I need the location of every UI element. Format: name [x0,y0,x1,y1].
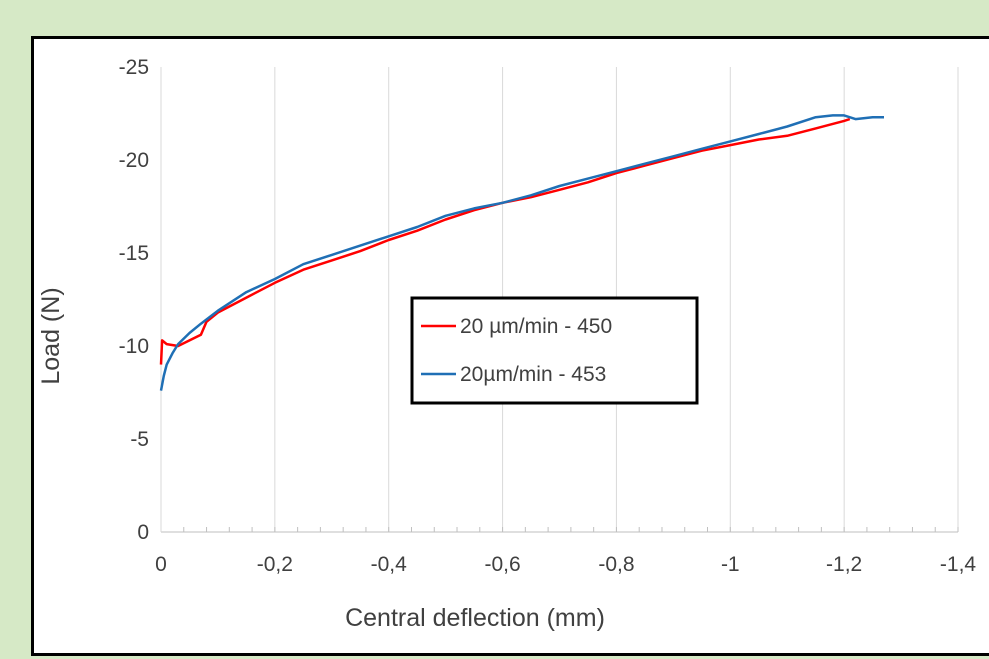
line-chart: 0 -0,2 -0,4 -0,6 -0,8 -1 -1,2 -1,4 0 -5 -10 -15 -20 -… [37,56,977,632]
y-tick-label: -20 [119,149,149,172]
y-axis-title: Load (N) [37,287,65,384]
legend-box [410,296,699,405]
x-axis-title: Central deflection (mm) [345,604,605,632]
series-layer [159,114,884,391]
x-tick-label: -0,8 [598,553,634,576]
x-tick-label: -0,6 [484,553,520,576]
y-tick-label: -25 [119,56,149,79]
legend: 20 µm/min - 450 20µm/min - 453 [410,296,699,405]
legend-label-453: 20µm/min - 453 [460,363,606,386]
x-tick-label: -0,2 [257,553,293,576]
chart-frame: 0 -0,2 -0,4 -0,6 -0,8 -1 -1,2 -1,4 0 -5 -10 -15 -20 -… [31,36,989,656]
legend-label-450: 20 µm/min - 450 [460,315,612,338]
series-line-1 [159,114,884,391]
y-tick-label: -15 [119,242,149,265]
axis-layer: 0 -0,2 -0,4 -0,6 -0,8 -1 -1,2 -1,4 0 -5 -10 -15 -20 -… [119,56,977,576]
x-tick-label: -1,2 [826,553,862,576]
y-tick-label: -10 [119,335,149,358]
x-tick-label: 0 [155,553,167,576]
x-tick-label: -1 [721,553,740,576]
y-tick-label: 0 [137,521,149,544]
x-tick-label: -0,4 [371,553,408,576]
series-line-0 [159,117,851,365]
y-tick-label: -5 [130,428,149,451]
x-tick-label: -1,4 [940,553,977,576]
